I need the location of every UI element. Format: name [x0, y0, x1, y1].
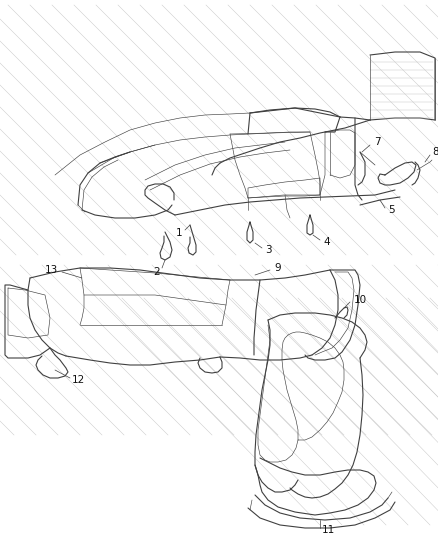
Text: 4: 4: [322, 237, 329, 247]
Text: 7: 7: [373, 137, 380, 147]
Text: 11: 11: [321, 525, 335, 533]
Text: 2: 2: [153, 267, 159, 277]
Text: 10: 10: [353, 295, 366, 305]
Text: 9: 9: [273, 263, 280, 273]
Text: 1: 1: [175, 228, 182, 238]
Text: 8: 8: [431, 147, 438, 157]
Text: 12: 12: [72, 375, 85, 385]
Text: 13: 13: [45, 265, 58, 275]
Text: 3: 3: [265, 245, 271, 255]
Text: 5: 5: [387, 205, 394, 215]
